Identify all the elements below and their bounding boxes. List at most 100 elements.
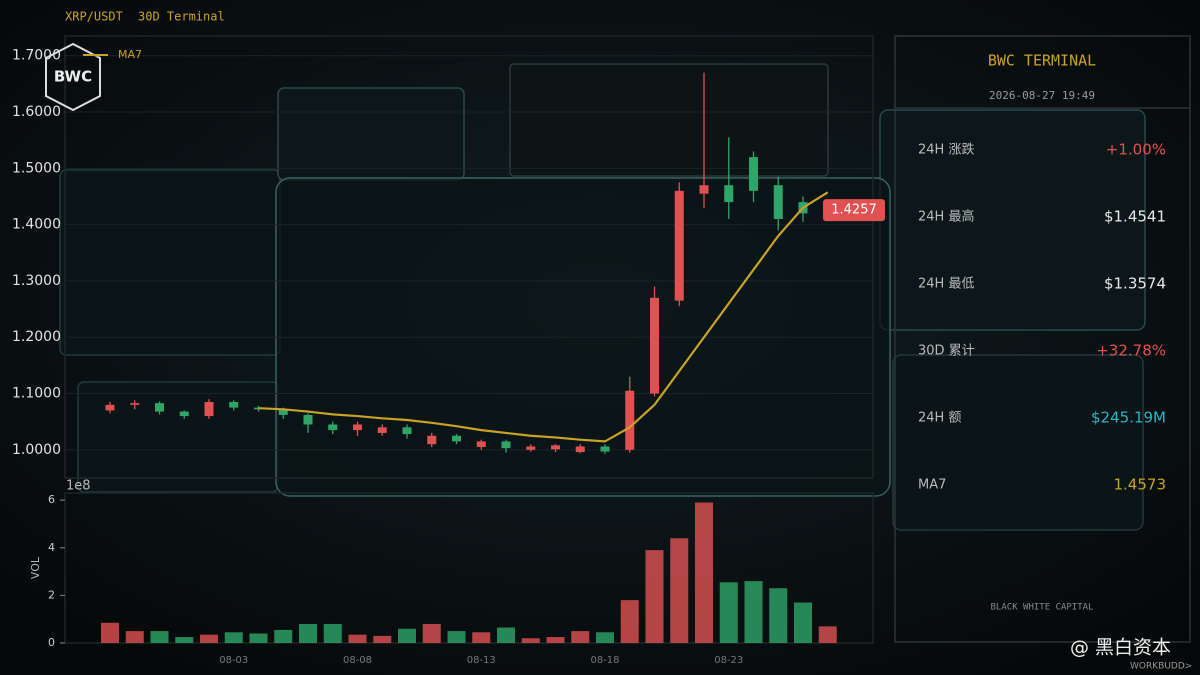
volume-bar [422, 623, 441, 643]
volume-bar [125, 631, 144, 643]
last-price-box [823, 199, 885, 222]
subtitle: 30D Terminal [138, 10, 225, 24]
candle-body [204, 401, 214, 417]
stat-value: +1.00% [1106, 141, 1166, 159]
stat-value: $1.4541 [1104, 208, 1166, 226]
stat-label: MA7 [918, 478, 946, 493]
volume-bar [323, 623, 342, 643]
volume-bar [719, 582, 738, 643]
y-tick-label: 1.2000 [12, 329, 61, 345]
y-tick-label: 1.5000 [12, 160, 61, 176]
stat-value: +32.78% [1096, 342, 1166, 360]
last-price-label: 1.4257 [831, 203, 877, 218]
volume-bar [596, 632, 614, 643]
watermark-brand: WORKBUDD> [1130, 662, 1192, 672]
candle-body [278, 409, 288, 415]
volume-bar [398, 628, 416, 643]
candle-body [229, 401, 239, 408]
offset-label: 1e8 [66, 479, 91, 494]
candle-body [402, 427, 412, 435]
stat-label: 30D 累计 [918, 344, 975, 359]
x-tick-label: 08-13 [467, 655, 496, 666]
volume-bar [794, 602, 812, 643]
volume-bar [447, 631, 466, 643]
watermark: @ 黑白资本 [1070, 637, 1171, 659]
y-axis-label: VOL [29, 556, 42, 579]
stat-label: 24H 额 [918, 411, 961, 426]
y-tick-label: 0 [48, 636, 55, 649]
candle-body [674, 190, 684, 301]
candle-body [600, 446, 610, 452]
volume-bar [150, 631, 169, 643]
volume-bar [472, 632, 491, 643]
volume-bar [670, 538, 689, 643]
volume-bar [175, 637, 194, 643]
volume-bar [620, 600, 639, 643]
stat-value: $245.19M [1091, 409, 1166, 427]
ma-line [258, 191, 829, 443]
stat-value: 1.4573 [1114, 476, 1167, 494]
volume-bar [497, 627, 515, 643]
volume-bar [200, 634, 218, 643]
y-tick-label: 1.6000 [12, 104, 61, 120]
candle-body [749, 157, 758, 191]
candle-body [699, 185, 709, 194]
volume-bar [274, 629, 293, 643]
candle-body [625, 390, 635, 450]
volume-bar [645, 550, 664, 643]
y-tick-label: 1.0000 [12, 442, 61, 458]
volume-bar [299, 623, 317, 643]
timestamp: 2026-08-27 19:49 [989, 89, 1095, 102]
stat-label: 24H 涨跌 [918, 142, 974, 158]
volume-bar [101, 622, 119, 643]
x-tick-label: 08-08 [343, 655, 372, 666]
candle-body [328, 424, 338, 431]
candle-body [724, 185, 734, 203]
volume-bar [249, 633, 268, 643]
x-tick-label: 08-03 [219, 655, 248, 666]
logo-text: BWC [54, 68, 92, 86]
stat-value: $1.3574 [1104, 275, 1166, 293]
y-tick-label: 1.7000 [12, 48, 61, 64]
candle-body [476, 441, 486, 448]
candle-body [526, 446, 536, 450]
y-tick-label: 1.4000 [12, 217, 61, 233]
volume-bar [348, 634, 367, 643]
volume-bar [695, 502, 713, 643]
candle-body [773, 185, 783, 219]
y-tick-label: 1.1000 [12, 386, 61, 402]
logo: BWC [45, 42, 101, 112]
legend-label: MA7 [118, 48, 142, 61]
candle-body [303, 414, 313, 425]
logo-badge [45, 42, 101, 112]
candle-body [105, 404, 115, 411]
panel-footer: BLACK WHITE CAPITAL [991, 603, 1094, 613]
candle-body [551, 445, 560, 450]
candle-body [650, 297, 659, 394]
candle-body [179, 411, 189, 417]
volume-bar [769, 588, 788, 643]
x-tick-label: 08-23 [714, 655, 743, 666]
volume-bar [546, 637, 565, 643]
candle-body [575, 446, 585, 453]
volume-bar [373, 635, 392, 643]
volume-bar [521, 638, 540, 643]
candle-body [353, 424, 362, 431]
volume-bar [571, 631, 590, 643]
y-tick-label: 4 [48, 541, 55, 554]
volume-bar [744, 581, 763, 643]
candle-body [452, 435, 461, 442]
y-tick-label: 2 [48, 588, 55, 601]
y-tick-label: 1.3000 [12, 273, 61, 289]
volume-bar [818, 626, 837, 643]
candle-body [130, 403, 140, 405]
panel-title: BWC TERMINAL [988, 52, 1096, 70]
stat-label: 24H 最高 [918, 209, 974, 225]
candle-body [377, 427, 387, 433]
stat-label: 24H 最低 [918, 277, 974, 292]
y-tick-label: 6 [48, 493, 55, 506]
pair: XRP/USDT [65, 10, 123, 24]
candle-body [427, 435, 437, 445]
x-tick-label: 08-18 [590, 655, 619, 666]
